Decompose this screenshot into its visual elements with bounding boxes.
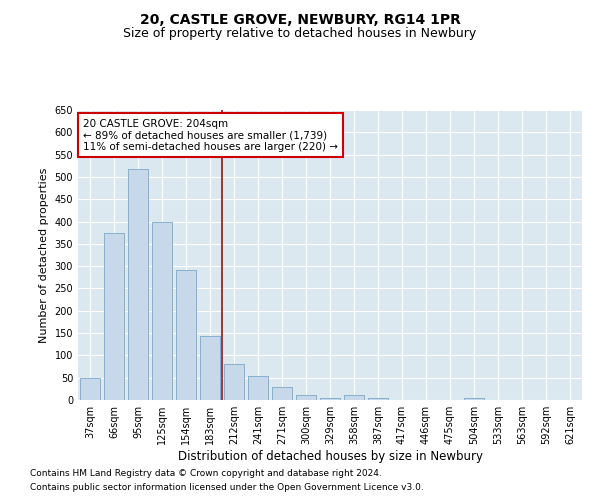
Text: Size of property relative to detached houses in Newbury: Size of property relative to detached ho… [124,28,476,40]
Bar [104,232,124,400]
Bar [296,395,316,400]
Bar [80,378,100,400]
Bar [344,395,364,400]
Bar [176,270,196,400]
Bar [248,376,268,400]
Bar [200,336,220,400]
Text: Contains public sector information licensed under the Open Government Licence v3: Contains public sector information licen… [30,484,424,492]
Bar [368,398,388,400]
Text: Contains HM Land Registry data © Crown copyright and database right 2024.: Contains HM Land Registry data © Crown c… [30,468,382,477]
Bar [272,387,292,400]
Text: 20, CASTLE GROVE, NEWBURY, RG14 1PR: 20, CASTLE GROVE, NEWBURY, RG14 1PR [140,12,460,26]
Bar [464,398,484,400]
Text: 20 CASTLE GROVE: 204sqm
← 89% of detached houses are smaller (1,739)
11% of semi: 20 CASTLE GROVE: 204sqm ← 89% of detache… [83,118,338,152]
Y-axis label: Number of detached properties: Number of detached properties [39,168,49,342]
Bar [128,169,148,400]
X-axis label: Distribution of detached houses by size in Newbury: Distribution of detached houses by size … [178,450,482,463]
Bar [152,222,172,400]
Bar [224,364,244,400]
Bar [320,398,340,400]
